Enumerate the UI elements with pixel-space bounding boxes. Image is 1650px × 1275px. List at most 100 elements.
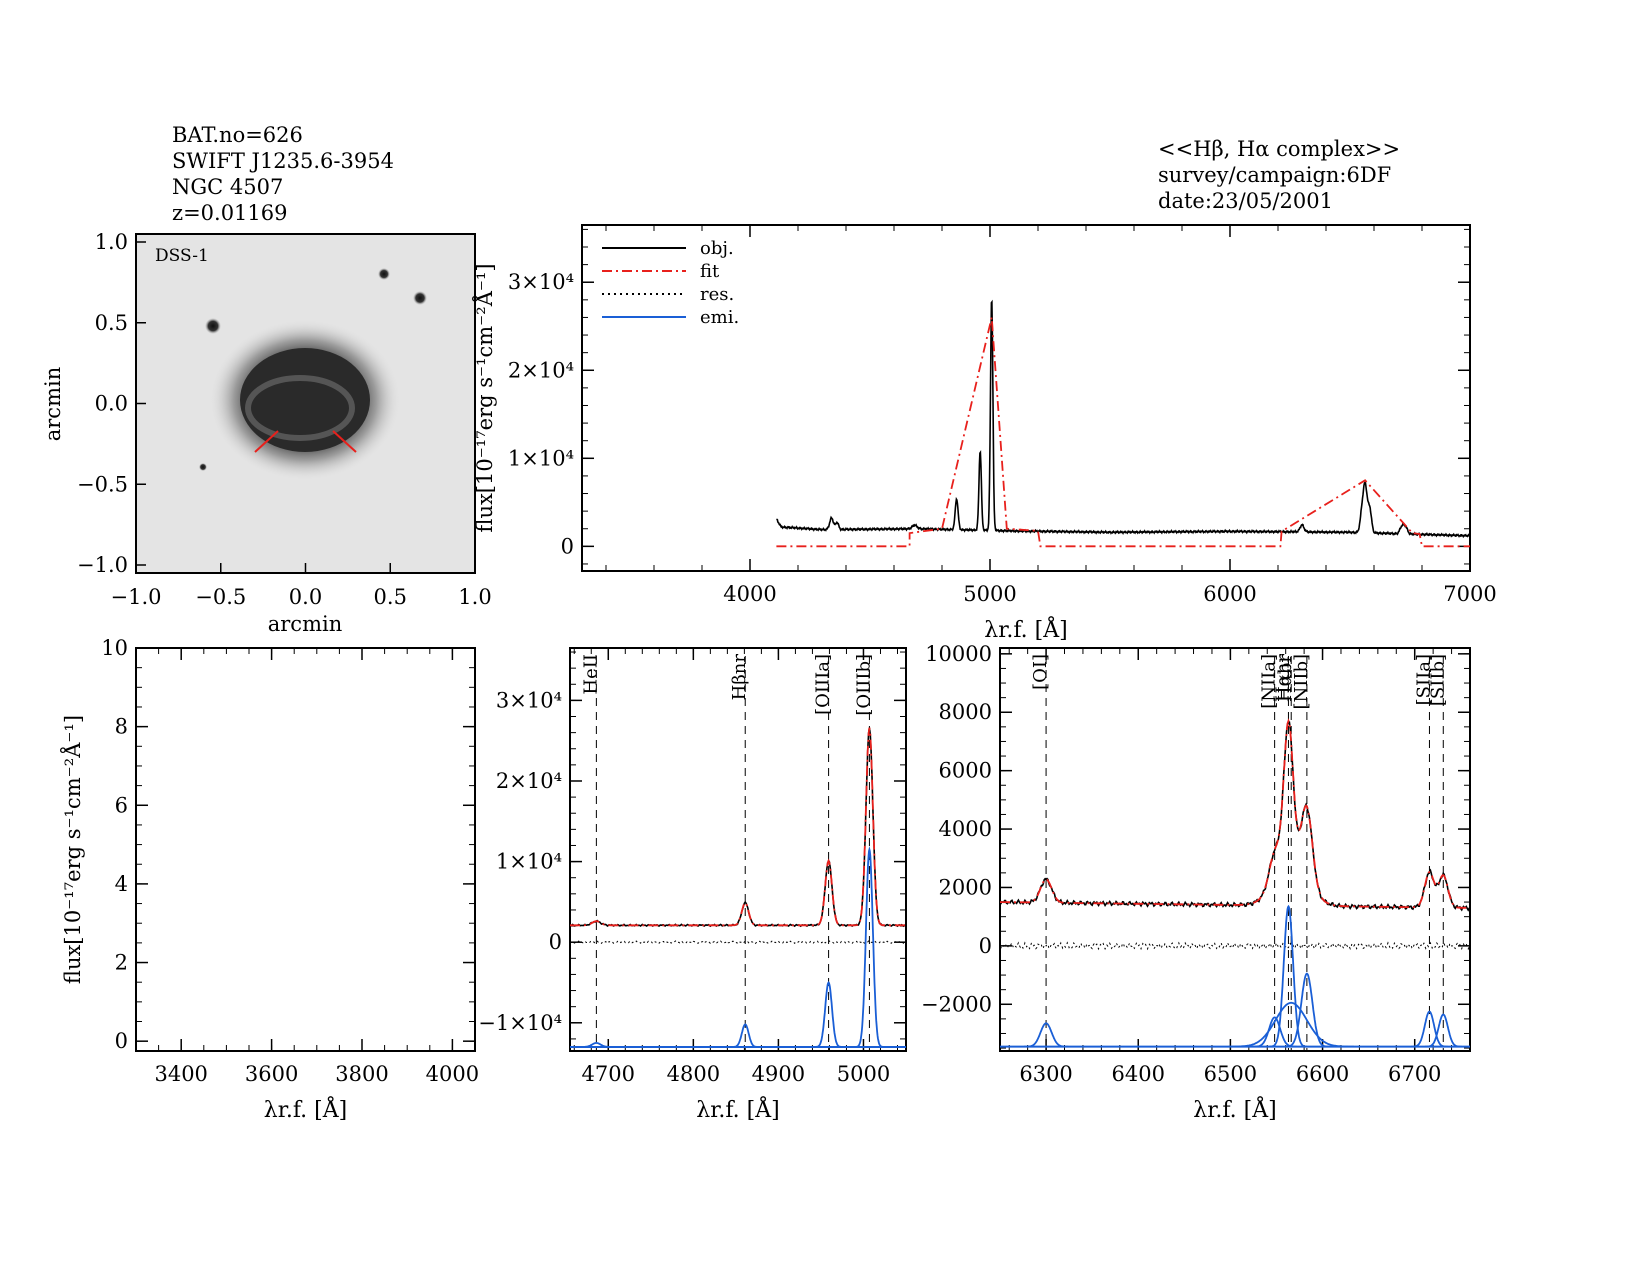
x-tick-label: 4800 [667,1062,720,1086]
y-tick-label: 6000 [939,759,992,783]
y-tick-label: 0 [979,934,992,958]
x-tick-label: 6000 [1203,582,1256,606]
y-tick-label: 1×10⁴ [508,446,574,470]
dss-ylabel: arcmin [41,367,65,441]
x-tick-label: 4900 [752,1062,805,1086]
x-tick-label: 6300 [1019,1062,1072,1086]
emission-component [1024,1022,1069,1048]
blank-ylabel: flux[10⁻¹⁷erg s⁻¹cm⁻²Å⁻¹] [60,715,85,984]
star-3 [413,291,427,305]
x-tick-label: 7000 [1443,582,1496,606]
fit-spectrum-line [776,317,1470,548]
emission-component [1411,1010,1448,1048]
full-frame [581,224,1471,572]
y-tick-label: 4 [115,872,128,896]
full-xlabel: λr.f. [Å] [984,615,1067,643]
y-tick-label: −1×10⁴ [478,1011,562,1035]
x-tick-label: 4700 [582,1062,635,1086]
y-tick-label: 8000 [939,700,992,724]
y-tick-label: −2000 [921,992,992,1016]
hbeta-frame [569,647,907,1052]
emission-component [815,981,843,1048]
dss-y-tick-label: −0.5 [77,472,128,496]
legend-label-fit: fit [700,261,720,282]
y-tick-label: 10 [101,636,128,660]
header-date: date:23/05/2001 [1158,189,1333,213]
slit-marker-right [332,430,357,453]
hbeta-xlabel: λr.f. [Å] [696,1095,779,1123]
line-marker-label: [NIIb] [1291,654,1312,710]
residual-line [1000,941,1470,951]
line-marker-label: [SIIa] [1413,654,1434,705]
halpha-frame [999,647,1471,1052]
y-tick-label: 8 [115,715,128,739]
line-marker-label: HeII [580,654,601,695]
y-tick-label: 0 [561,534,574,558]
x-tick-label: 3600 [245,1062,298,1086]
emission-component [1228,1001,1354,1048]
star-4 [199,463,207,471]
dss-xlabel: arcmin [268,612,342,636]
hbeta-ticks: 4700 4800 4900 5000 −1×10⁴ 0 1×10⁴ 2×10⁴ 3×10⁴ [478,648,906,1086]
header-complex-title: <<Hβ, Hα complex>> [1158,137,1401,161]
blank-xlabel: λr.f. [Å] [264,1095,347,1123]
line-marker-label: Hαbr [1275,654,1296,702]
y-tick-label: 3×10⁴ [508,270,574,294]
x-tick-label: 6400 [1112,1062,1165,1086]
hbeta-complex-panel: 4700 4800 4900 5000 −1×10⁴ 0 1×10⁴ 2×10⁴ 3×10⁴ λr… [478,647,907,1123]
blank-frame [135,647,476,1052]
line-marker-label: Hαnr [1272,654,1293,702]
dss-y-tick-label: 0.5 [95,311,128,335]
obj-spectrum-line [1000,721,1470,912]
x-tick-label: 4000 [426,1062,479,1086]
dss-x-tick-label: −0.5 [195,585,246,609]
y-tick-label: 2000 [939,875,992,899]
legend-label-obj: obj. [700,238,734,259]
line-marker-label: Hβnr [729,654,750,701]
line-marker-label: [SIIb] [1427,654,1448,706]
x-tick-label: 5000 [837,1062,890,1086]
dss-image-panel: DSS-1 −1.0 −0.5 0.0 0.5 1.01.00.50.0−0.5−1.0… [41,230,492,636]
emission-component [855,846,883,1048]
x-tick-label: 6600 [1296,1062,1349,1086]
line-marker-label: [OIIIb] [853,654,874,716]
blank-ticks: 3400 3600 3800 4000 0 2 4 6 8 10 [101,636,479,1086]
star-2 [378,268,390,280]
header-bat-number: BAT.no=626 [172,123,303,147]
star-1 [205,318,221,334]
y-tick-label: 3×10⁴ [496,688,562,712]
empty-spectrum-panel: 3400 3600 3800 4000 0 2 4 6 8 10 λr.f. [Å] flux[10⁻… [60,636,479,1123]
x-tick-label: 4000 [723,582,776,606]
dss-x-tick-label: 1.0 [458,585,491,609]
header-ngc-name: NGC 4507 [172,175,284,199]
emission-component [731,1023,759,1048]
emission-component [579,1041,614,1048]
y-tick-label: 6 [115,793,128,817]
y-tick-label: 0 [549,930,562,954]
dss-label: DSS-1 [155,246,209,266]
dss-y-tick-label: 1.0 [95,230,128,254]
dss-y-tick-label: −1.0 [77,553,128,577]
x-tick-label: 3800 [335,1062,388,1086]
y-tick-label: 0 [115,1029,128,1053]
slit-marker-left [254,430,279,453]
residual-line [570,940,906,945]
galaxy-ring [245,375,355,441]
full-ticks: 4000 5000 6000 7000 0 1×10⁴ 2×10⁴ 3×10⁴ [508,225,1497,606]
dss-x-tick-label: 0.0 [289,585,322,609]
full-ylabel: flux[10⁻¹⁷erg s⁻¹cm⁻²Å⁻¹] [472,263,497,532]
y-tick-label: 2×10⁴ [508,358,574,382]
x-tick-label: 3400 [154,1062,207,1086]
emission-component [1269,904,1308,1048]
obj-spectrum-line [776,299,1470,539]
legend-label-emi: emi. [700,307,739,328]
y-tick-label: 10000 [925,642,992,666]
y-tick-label: 2×10⁴ [496,769,562,793]
fit-spectrum-line [570,727,906,927]
y-tick-label: 4000 [939,817,992,841]
emission-component [1424,1013,1462,1048]
fit-spectrum-line [1000,718,1470,909]
obj-spectrum-line [570,727,906,928]
halpha-xlabel: λr.f. [Å] [1193,1095,1276,1123]
